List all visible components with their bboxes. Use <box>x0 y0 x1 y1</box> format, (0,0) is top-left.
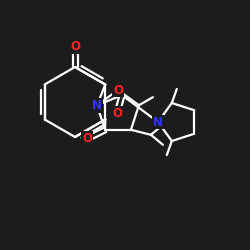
Text: O: O <box>70 40 80 54</box>
Text: N: N <box>153 116 163 128</box>
Text: O: O <box>113 84 123 96</box>
Text: N: N <box>92 99 102 112</box>
Text: O: O <box>112 107 122 120</box>
Text: O: O <box>82 132 92 145</box>
